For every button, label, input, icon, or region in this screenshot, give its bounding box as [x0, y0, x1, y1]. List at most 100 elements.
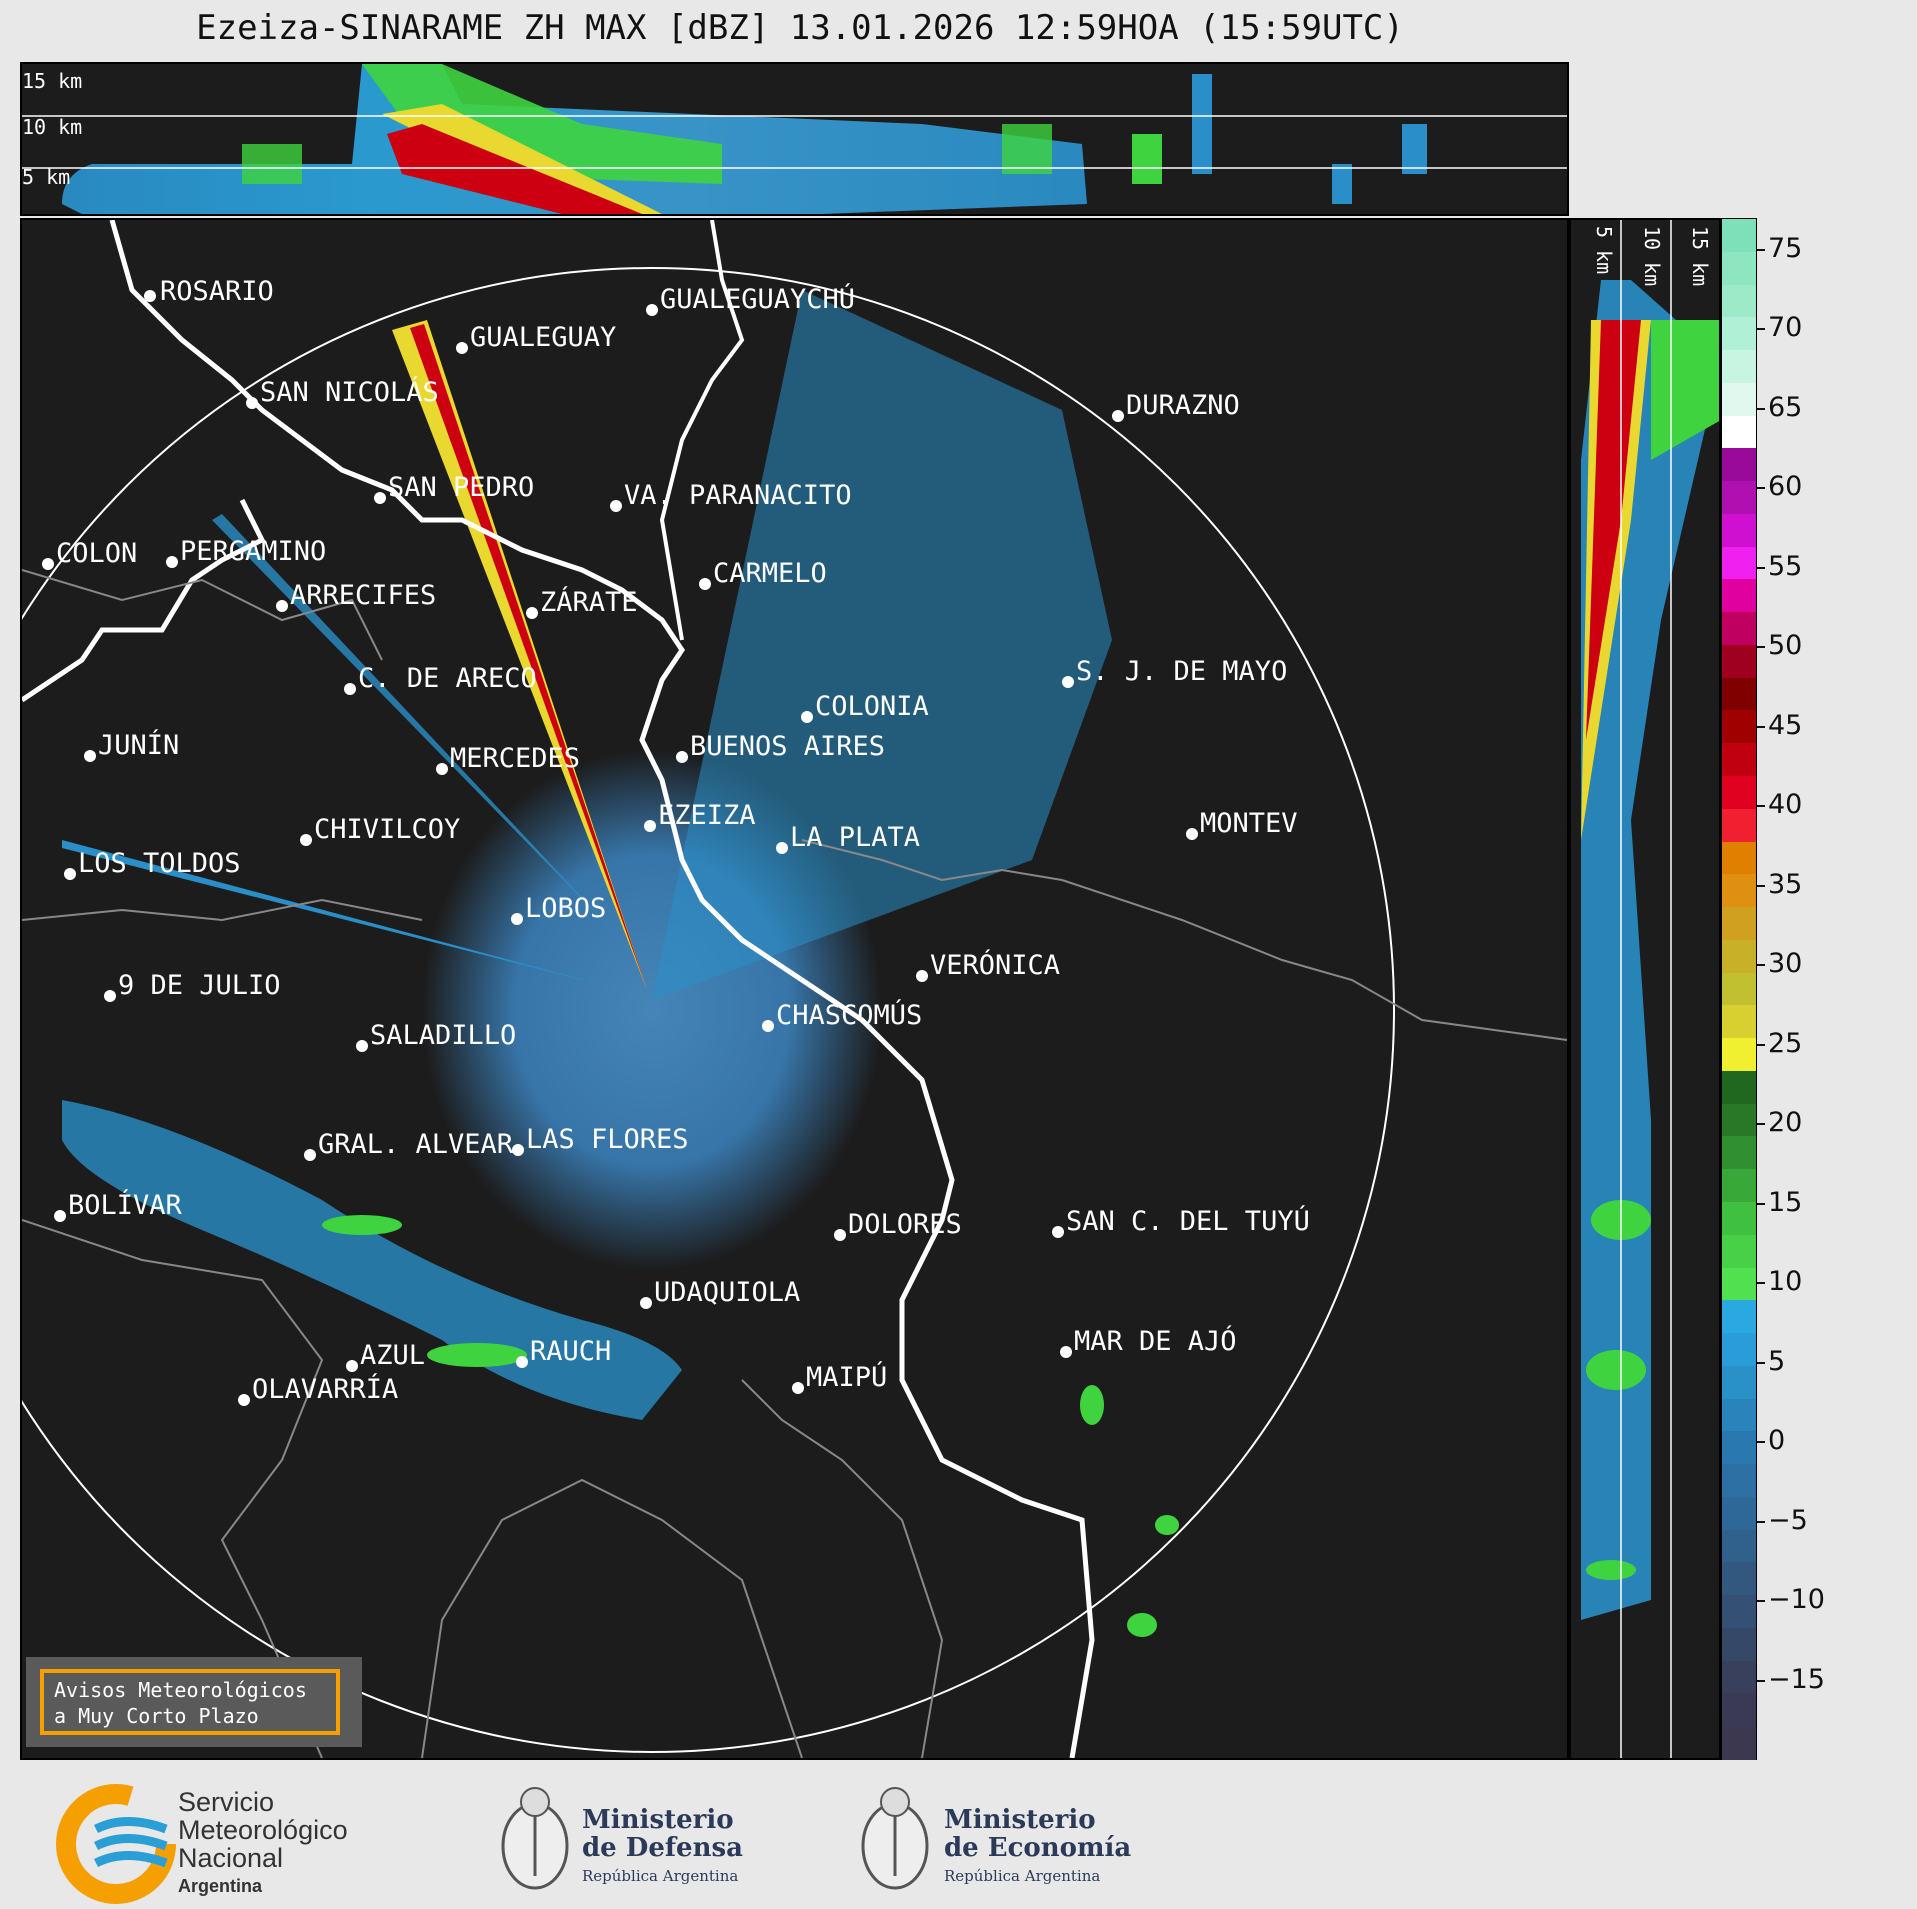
range-ring: [22, 267, 1395, 1753]
avisos-line1: Avisos Meteorológicos: [54, 1678, 307, 1702]
colorbar-segment: [1722, 939, 1756, 974]
colorbar: [1721, 218, 1757, 1760]
city-marker: [1186, 828, 1198, 840]
colorbar-segment: [1722, 1103, 1756, 1138]
city-label: COLONIA: [815, 691, 929, 722]
city-label: SAN PEDRO: [388, 472, 535, 503]
city-marker: [1112, 410, 1124, 422]
colorbar-segment: [1722, 677, 1756, 712]
colorbar-tick-label: 40: [1768, 789, 1803, 821]
city-label: ARRECIFES: [290, 580, 437, 611]
city-label: COLON: [56, 538, 138, 569]
avisos-badge[interactable]: Avisos Meteorológicos a Muy Corto Plazo: [26, 1657, 362, 1747]
echo-cell: [1402, 124, 1427, 174]
radar-map-svg: [22, 220, 1567, 1758]
colorbar-segment: [1722, 1627, 1756, 1662]
city-label: RAUCH: [530, 1336, 612, 1367]
city-label: SALADILLO: [370, 1020, 517, 1051]
colorbar-tick-label: −5: [1768, 1504, 1808, 1536]
city-marker: [1052, 1226, 1064, 1238]
colorbar-tick-mark: [1757, 1202, 1765, 1205]
city-label: LA PLATA: [790, 822, 921, 853]
colorbar-tick-mark: [1757, 1520, 1765, 1523]
colorbar-tick-label: 0: [1768, 1425, 1786, 1457]
colorbar-segment: [1722, 1005, 1756, 1040]
colorbar-segment: [1722, 448, 1756, 483]
city-label: MAR DE AJÓ: [1074, 1326, 1237, 1357]
city-label: LOS TOLDOS: [78, 848, 241, 879]
city-label: VERÓNICA: [930, 950, 1061, 981]
echo-core-yellow: [382, 104, 662, 214]
colorbar-tick-label: 30: [1768, 948, 1803, 980]
colorbar-tick-mark: [1757, 407, 1765, 410]
city-marker: [644, 820, 656, 832]
height-label-5km: 5 km: [22, 165, 70, 189]
colorbar-segment: [1722, 907, 1756, 941]
city-marker: [64, 868, 76, 880]
colorbar-segment: [1722, 972, 1756, 1007]
economia-seal-icon: [861, 1787, 929, 1890]
city-marker: [834, 1229, 846, 1241]
city-marker: [346, 1360, 358, 1372]
colorbar-segment: [1722, 710, 1756, 745]
height-label-15km: 15 km: [22, 69, 82, 93]
city-marker: [640, 1297, 652, 1309]
city-marker: [144, 290, 156, 302]
city-marker: [42, 558, 54, 570]
city-label: GUALEGUAYCHÚ: [660, 284, 856, 315]
echo-cell-side: [1586, 1560, 1636, 1580]
page-title: Ezeiza-SINARAME ZH MAX [dBZ] 13.01.2026 …: [196, 8, 1404, 48]
city-label: 9 DE JULIO: [118, 970, 281, 1001]
echo-cell-green: [1127, 1613, 1157, 1637]
echo-core-side-red: [1586, 320, 1641, 740]
city-marker: [1060, 1346, 1072, 1358]
echo-cell: [1002, 124, 1052, 174]
colorbar-tick-label: 5: [1768, 1345, 1786, 1377]
colorbar-segment: [1722, 1169, 1756, 1203]
colorbar-tick-label: 45: [1768, 709, 1803, 741]
city-marker: [610, 500, 622, 512]
colorbar-segment: [1722, 874, 1756, 909]
city-marker: [511, 913, 523, 925]
echo-spike-strong-red: [410, 324, 647, 990]
city-marker: [762, 1020, 774, 1032]
smn-logo-icon: [56, 1784, 176, 1904]
city-label: MERCEDES: [450, 743, 581, 774]
city-marker: [374, 492, 386, 504]
colorbar-segment: [1722, 1070, 1756, 1105]
colorbar-segment: [1722, 612, 1756, 646]
colorbar-segment: [1722, 743, 1756, 778]
echo-cell: [1192, 74, 1212, 174]
echo-spike-fan: [652, 290, 1112, 1000]
colorbar-segment: [1722, 1234, 1756, 1269]
colorbar-tick-label: 10: [1768, 1266, 1803, 1298]
city-marker: [792, 1382, 804, 1394]
colorbar-tick-mark: [1757, 328, 1765, 331]
colorbar-tick-label: 20: [1768, 1107, 1803, 1139]
city-marker: [166, 556, 178, 568]
echo-rain-band: [62, 1100, 682, 1420]
echo-cell: [242, 144, 302, 184]
colorbar-tick-mark: [1757, 884, 1765, 887]
city-marker: [356, 1040, 368, 1052]
colorbar-tick-label: 60: [1768, 471, 1803, 503]
colorbar-segment: [1722, 546, 1756, 581]
colorbar-tick-label: 55: [1768, 550, 1803, 582]
colorbar-tick-mark: [1757, 487, 1765, 490]
city-label: C. DE ARECO: [358, 663, 537, 694]
city-label: DURAZNO: [1126, 390, 1240, 421]
colorbar-tick-mark: [1757, 1441, 1765, 1444]
colorbar-segment: [1722, 415, 1756, 450]
city-marker: [676, 751, 688, 763]
colorbar-tick-mark: [1757, 1123, 1765, 1126]
colorbar-segment: [1722, 776, 1756, 810]
colorbar-tick-label: 15: [1768, 1186, 1803, 1218]
side-cross-section-panel: 5 km 10 km 15 km: [1569, 218, 1721, 1760]
colorbar-segment: [1722, 644, 1756, 679]
top-cross-section-panel: 15 km 10 km 5 km: [20, 62, 1569, 216]
colorbar-segment: [1722, 481, 1756, 515]
city-label: S. J. DE MAYO: [1076, 656, 1288, 687]
radar-map-panel: ROSARIO GUALEGUAYCHÚ GUALEGUAY SAN NICOLÁS D…: [20, 218, 1569, 1760]
city-marker: [646, 304, 658, 316]
side-cross-section-svg: 5 km 10 km 15 km: [1581, 220, 1719, 1758]
